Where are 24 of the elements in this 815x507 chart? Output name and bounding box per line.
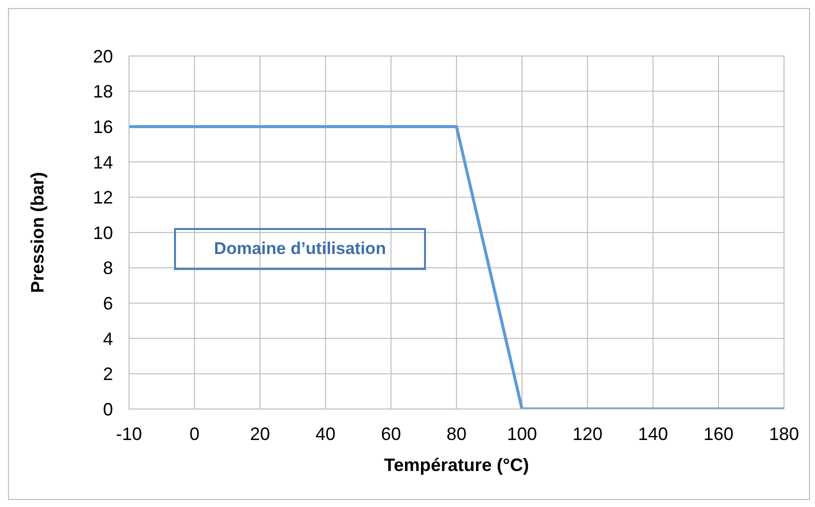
y-tick-label: 18 (92, 82, 113, 102)
y-tick-label: 20 (92, 46, 113, 66)
x-tick-label: -10 (116, 424, 142, 444)
y-tick-label: 8 (102, 258, 113, 278)
x-tick-label: 20 (250, 424, 270, 444)
x-tick-label: 0 (189, 424, 200, 444)
y-tick-label: 10 (92, 222, 113, 243)
y-tick-label: 16 (92, 116, 113, 137)
x-tick-label: 40 (315, 424, 336, 444)
x-tick-label: 100 (506, 424, 538, 444)
y-tick-label: 12 (92, 188, 113, 208)
y-tick-label: 0 (102, 399, 113, 420)
x-tick-label: 160 (703, 424, 734, 444)
y-tick-label: 6 (102, 293, 113, 314)
x-tick-label: 80 (446, 424, 467, 444)
x-tick-label: 60 (380, 424, 402, 444)
x-tick-label: 180 (768, 424, 800, 444)
y-tick-label: 4 (102, 328, 113, 349)
x-tick-label: 140 (638, 424, 668, 444)
x-tick-label: 120 (572, 424, 603, 444)
y-tick-label: 2 (102, 364, 113, 384)
y-tick-label: 14 (92, 152, 113, 172)
x-axis-title: Température (°C) (384, 455, 529, 475)
y-axis-title: Pression (bar) (27, 172, 48, 294)
